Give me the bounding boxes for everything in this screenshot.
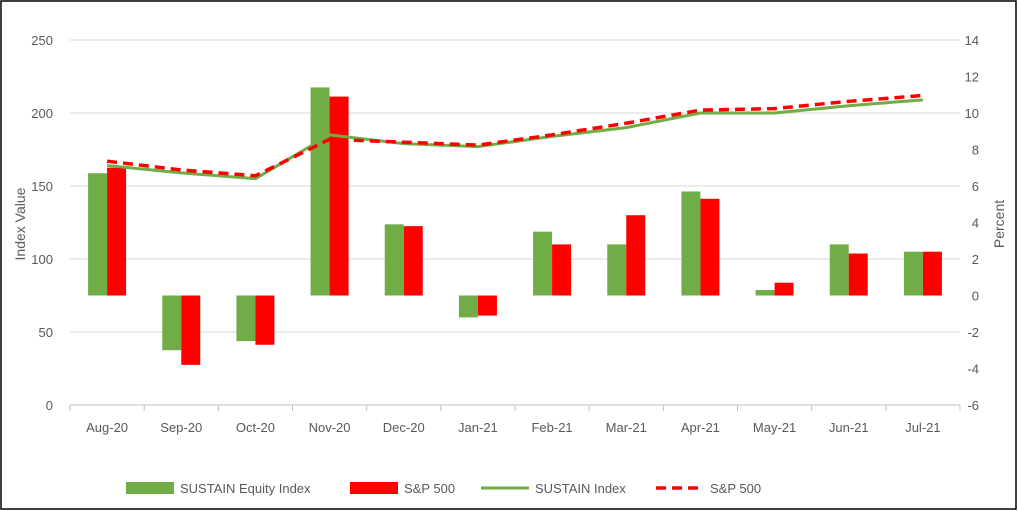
x-tick-label: Dec-20 [383,420,425,435]
left-tick-label: 50 [39,325,53,340]
right-tick-label: -4 [967,362,979,377]
legend-item-sp500-bar[interactable]: S&P 500 [350,481,455,496]
legend-label-sustain-equity-index: SUSTAIN Equity Index [180,481,311,496]
bar-sustain-equity-index [607,244,627,296]
bar-sustain-equity-index [755,290,775,296]
bar-sustain-equity-index [310,87,330,296]
right-tick-label: 6 [972,179,979,194]
bar-sp500 [848,253,868,296]
left-axis-title: Index Value [12,187,28,260]
legend-label-sustain-index: SUSTAIN Index [535,481,626,496]
bar-sp500 [922,251,942,296]
legend: SUSTAIN Equity Index S&P 500 SUSTAIN Ind… [126,481,761,496]
right-tick-label: 2 [972,252,979,267]
legend-item-sp500-line[interactable]: S&P 500 [656,481,761,496]
legend-item-sustain-index[interactable]: SUSTAIN Index [481,481,626,496]
bar-sustain-equity-index [681,191,701,296]
legend-swatch-sp500-bar [350,482,398,494]
bar-sustain-equity-index [458,295,478,318]
left-tick-label: 0 [46,398,53,413]
right-tick-label: 0 [972,289,979,304]
legend-item-sustain-equity-index[interactable]: SUSTAIN Equity Index [126,481,311,496]
bar-sustain-equity-index [236,295,256,342]
bar-sp500 [700,198,720,296]
bar-series-layer [88,87,942,365]
gridlines [70,39,960,333]
bar-sp500 [181,295,201,365]
bar-sp500 [626,215,646,296]
x-tick-label: Mar-21 [606,420,647,435]
left-tick-label: 250 [31,33,53,48]
right-tick-label: -2 [967,325,979,340]
bar-sp500 [329,96,349,296]
right-tick-label: 4 [972,216,979,231]
right-tick-label: -6 [967,398,979,413]
x-tick-label: Sep-20 [160,420,202,435]
bar-sustain-equity-index [829,244,849,296]
right-axis-title: Percent [991,200,1007,248]
line-sp500 [106,93,924,178]
x-tick-label: Nov-20 [309,420,351,435]
x-tick-label: Jan-21 [458,420,498,435]
right-tick-label: 8 [972,143,979,158]
bar-sp500 [255,295,275,345]
right-tick-label: 14 [965,33,979,48]
right-tick-label: 12 [965,70,979,85]
x-tick-label: Aug-20 [86,420,128,435]
legend-swatch-sustain-equity-index [126,482,174,494]
bar-sustain-equity-index [162,295,182,351]
bar-sustain-equity-index [384,224,404,296]
bar-sp500 [552,244,572,296]
bar-sustain-equity-index [88,173,108,296]
bar-sp500 [403,226,423,296]
bar-sp500 [107,167,127,296]
x-tick-label: Oct-20 [236,420,275,435]
x-tick-label: Feb-21 [531,420,572,435]
bar-sustain-equity-index [533,231,553,296]
left-tick-label: 100 [31,252,53,267]
legend-label-sp500-bar: S&P 500 [404,481,455,496]
x-tick-label: Jul-21 [905,420,940,435]
legend-label-sp500-line: S&P 500 [710,481,761,496]
bar-sp500 [774,282,794,296]
left-tick-label: 150 [31,179,53,194]
left-tick-label: 200 [31,106,53,121]
axes: 0 50 100 150 200 250 -6 -4 -2 0 2 4 6 8 10 12 14 Aug-20 Se… [31,33,979,435]
right-tick-label: 10 [965,106,979,121]
bar-sp500 [477,295,497,316]
x-tick-label: Jun-21 [829,420,869,435]
line-series-layer [106,93,924,181]
x-tick-label: Apr-21 [681,420,720,435]
x-tick-label: May-21 [753,420,796,435]
bar-sustain-equity-index [903,251,923,296]
